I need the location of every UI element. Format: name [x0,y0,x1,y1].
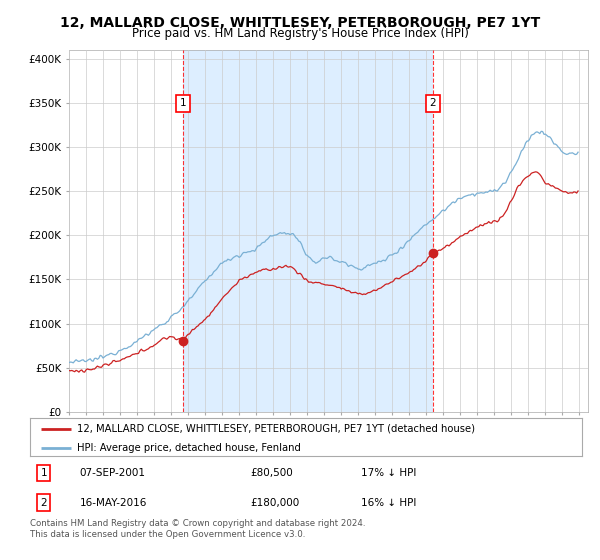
Bar [183,50,433,412]
Text: 16-MAY-2016: 16-MAY-2016 [80,498,147,507]
Text: 12, MALLARD CLOSE, WHITTLESEY, PETERBOROUGH, PE7 1YT (detached house): 12, MALLARD CLOSE, WHITTLESEY, PETERBORO… [77,423,475,433]
Text: 2: 2 [40,498,47,507]
Text: 17% ↓ HPI: 17% ↓ HPI [361,468,416,478]
Text: £80,500: £80,500 [251,468,293,478]
Text: 2: 2 [430,98,436,108]
Text: Price paid vs. HM Land Registry's House Price Index (HPI): Price paid vs. HM Land Registry's House … [131,27,469,40]
Text: £180,000: £180,000 [251,498,300,507]
Text: Contains HM Land Registry data © Crown copyright and database right 2024.
This d: Contains HM Land Registry data © Crown c… [30,519,365,539]
Text: 1: 1 [40,468,47,478]
Text: 16% ↓ HPI: 16% ↓ HPI [361,498,416,507]
Text: 07-SEP-2001: 07-SEP-2001 [80,468,146,478]
Text: HPI: Average price, detached house, Fenland: HPI: Average price, detached house, Fenl… [77,443,301,453]
Text: 12, MALLARD CLOSE, WHITTLESEY, PETERBOROUGH, PE7 1YT: 12, MALLARD CLOSE, WHITTLESEY, PETERBORO… [60,16,540,30]
Text: 1: 1 [179,98,187,108]
